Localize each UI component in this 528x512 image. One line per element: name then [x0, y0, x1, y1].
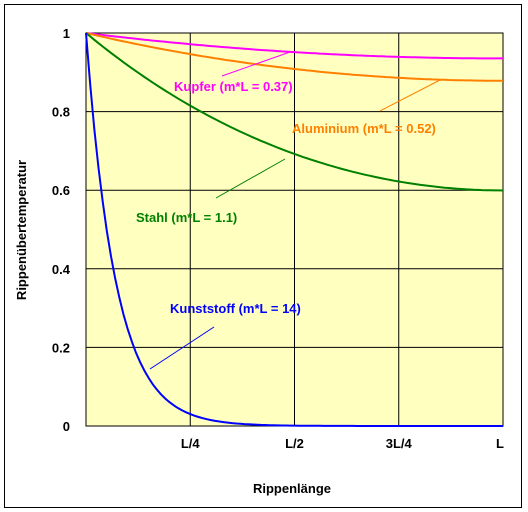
- annotation-stahl: Stahl (m*L = 1.1): [136, 210, 237, 225]
- annotation-kunststoff: Kunststoff (m*L = 14): [170, 301, 301, 316]
- annotation-leader-line-0: [221, 51, 291, 77]
- y-tick-label: 0.2: [52, 340, 70, 355]
- annotation-aluminium: Aluminium (m*L = 0.52): [292, 121, 436, 136]
- y-tick-label: 0.6: [52, 183, 70, 198]
- x-tick-label: L/4: [181, 436, 201, 451]
- series-line-2: [85, 32, 504, 192]
- y-tick-label: 0: [63, 419, 70, 434]
- y-tick-label: 0.4: [52, 262, 71, 277]
- series-line-1: [85, 32, 503, 82]
- tick-labels: 0 0.2 0.4 0.6 0.8 1 L/4 L/2 3L/4 L: [52, 26, 504, 451]
- annotation-leader-line-3: [149, 326, 215, 370]
- annotation-leader-lines: [149, 51, 441, 370]
- series-group: [85, 32, 504, 427]
- annotation-kupfer: Kupfer (m*L = 0.37): [174, 79, 293, 94]
- annotation-leader-line-2: [215, 158, 286, 199]
- y-tick-label: 1: [63, 26, 70, 41]
- series-line-3: [85, 32, 503, 427]
- x-tick-label: L: [496, 436, 504, 451]
- y-tick-label: 0.8: [52, 105, 70, 120]
- grid-lines: [86, 32, 504, 427]
- series-line-0: [85, 32, 503, 60]
- x-axis-label: Rippenlänge: [253, 481, 331, 496]
- x-tick-label: 3L/4: [386, 436, 413, 451]
- annotation-leader-line-1: [379, 79, 441, 112]
- x-tick-label: L/2: [285, 436, 304, 451]
- y-axis-label: Rippenübertemperatur: [14, 160, 29, 300]
